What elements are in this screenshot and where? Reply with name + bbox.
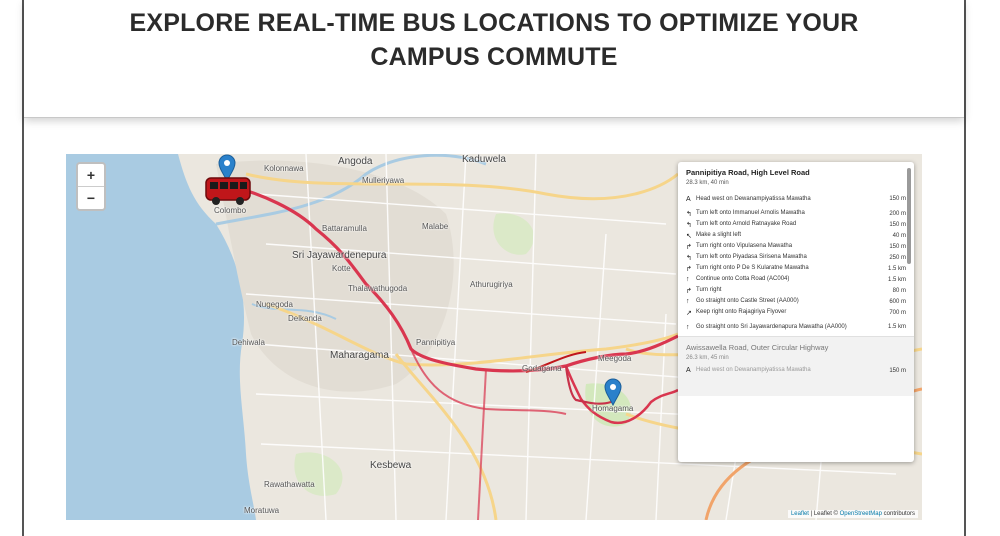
place-label: Godagama <box>522 364 562 373</box>
place-label: Homagama <box>592 404 634 413</box>
place-label: Colombo <box>214 206 247 215</box>
green-area <box>294 452 343 496</box>
urban-area <box>216 160 454 392</box>
osm-link[interactable]: OpenStreetMap <box>839 511 882 517</box>
route-title: Awissawella Road, Outer Circular Highway <box>686 343 829 352</box>
place-label: Pannipitiya <box>416 338 456 347</box>
direction-icon: ↱ <box>686 243 692 251</box>
direction-icon: ↰ <box>686 254 692 262</box>
route-step[interactable]: ↰ Turn left onto Immanuel Arnolis Mawatha… <box>686 210 906 218</box>
place-label: Nugegoda <box>256 300 293 309</box>
place-label: Kolonnawa <box>264 164 304 173</box>
place-label: Kaduwela <box>462 154 506 165</box>
place-label: Sri Jayawardenepura <box>292 250 387 261</box>
route-segment <box>525 351 587 373</box>
canal <box>251 303 337 320</box>
place-label: Dehiwala <box>232 338 265 347</box>
zoom-control: + − <box>76 162 106 211</box>
bus-icon[interactable] <box>204 172 252 206</box>
direction-icon: ↰ <box>686 210 692 218</box>
page-header: EXPLORE REAL-TIME BUS LOCATIONS TO OPTIM… <box>24 0 964 118</box>
route-south[interactable] <box>477 368 487 520</box>
place-label: Malabe <box>422 222 449 231</box>
place-label: Athurugiriya <box>470 280 513 289</box>
zoom-in-button[interactable]: + <box>86 167 96 183</box>
direction-icon: ↱ <box>686 287 692 295</box>
direction-icon: A <box>686 367 691 374</box>
route-step[interactable]: ↑ Continue onto Cotta Road (AC004) 1.5 km <box>686 276 906 283</box>
route-step[interactable]: ↑ Go straight onto Castle Street (AA000) 6… <box>686 298 906 305</box>
route-step[interactable]: ↱ Turn right 80 m <box>686 287 906 295</box>
place-label: Maharagama <box>330 350 389 361</box>
route-step[interactable]: A Head west on Dewanampiyatissa Mawatha 15… <box>686 367 906 374</box>
place-label: Rawathawatta <box>264 480 315 489</box>
place-label: Delkanda <box>288 314 322 323</box>
route-step[interactable]: ↗ Keep right onto Rajagiriya Flyover 700 m <box>686 309 906 317</box>
river <box>215 154 487 226</box>
direction-icon: ↗ <box>686 309 692 317</box>
route-summary: 26.3 km, 45 min <box>686 355 729 361</box>
direction-icon: ↑ <box>686 298 690 305</box>
direction-icon: ↱ <box>686 265 692 273</box>
page-title-line1: EXPLORE REAL-TIME BUS LOCATIONS TO OPTIM… <box>129 9 859 37</box>
route-step[interactable]: A Head west on Dewanampiyatissa Mawatha 15… <box>686 195 906 203</box>
start-marker-icon[interactable] <box>218 154 236 182</box>
route-step[interactable]: ↖ Make a slight left 40 m <box>686 232 906 240</box>
routing-itinerary-panel[interactable]: Pannipitiya Road, High Level Road 28.3 k… <box>678 162 914 462</box>
direction-icon: ↖ <box>686 232 692 240</box>
route-step[interactable]: ↰ Turn left onto Piyadasa Sirisena Mawath… <box>686 254 906 262</box>
sea <box>66 154 256 520</box>
direction-icon: ↰ <box>686 221 692 229</box>
route-option-1[interactable]: Pannipitiya Road, High Level Road 28.3 k… <box>678 162 914 186</box>
route-end[interactable] <box>564 365 612 405</box>
place-label: Angoda <box>338 156 373 167</box>
direction-icon: A <box>686 195 691 203</box>
place-label: Kesbewa <box>370 460 412 471</box>
place-label: Kotte <box>332 264 351 273</box>
leaflet-link[interactable]: Leaflet <box>790 511 809 517</box>
route-line[interactable] <box>230 184 679 373</box>
route-branch[interactable] <box>564 365 679 425</box>
zoom-out-button[interactable]: − <box>78 186 104 209</box>
route-title: Pannipitiya Road, High Level Road <box>686 168 810 177</box>
place-label: Thalawathugoda <box>348 284 408 293</box>
bus-map[interactable]: Angoda Kaduwela Kolonnawa Mulleriyawa Ba… <box>66 154 922 520</box>
route-step[interactable]: ↑ Go straight onto Sri Jayawardenapura Ma… <box>686 323 906 331</box>
place-label: Meegoda <box>598 354 632 363</box>
place-label: Battaramulla <box>322 224 367 233</box>
route-step[interactable]: ↱ Turn right onto P De S Kularatne Mawath… <box>686 265 906 273</box>
page-title-line2: CAMPUS COMMUTE <box>370 43 618 71</box>
place-label: Mulleriyawa <box>362 176 405 185</box>
destination-marker-icon[interactable] <box>604 378 622 406</box>
itinerary-scrollbar[interactable] <box>907 168 911 264</box>
route-step[interactable]: ↰ Turn left onto Arnold Ratnayake Road 150… <box>686 221 906 229</box>
direction-icon: ↑ <box>686 323 690 331</box>
route-steps: A Head west on Dewanampiyatissa Mawatha 15… <box>678 190 914 336</box>
direction-icon: ↑ <box>686 276 690 283</box>
route-summary: 28.3 km, 40 min <box>686 180 729 186</box>
map-attribution: Leaflet | Leaflet © OpenStreetMap contri… <box>787 510 918 518</box>
green-area <box>493 213 535 255</box>
route-step[interactable]: ↱ Turn right onto Vipulasena Mawatha 150 m <box>686 243 906 251</box>
place-label: Moratuwa <box>244 506 280 515</box>
route-alt[interactable] <box>410 348 567 415</box>
route-option-2[interactable]: Awissawella Road, Outer Circular Highway… <box>678 336 914 396</box>
